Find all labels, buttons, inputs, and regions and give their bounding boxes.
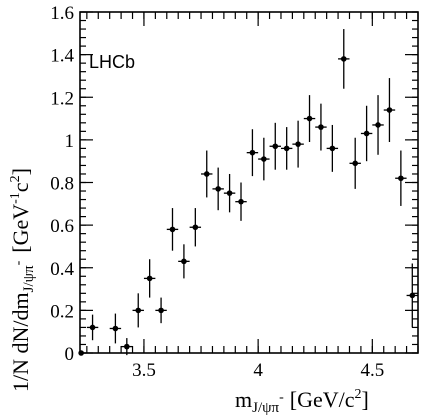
data-point [178, 244, 190, 279]
y-tick-label: 0.8 [50, 174, 74, 195]
data-point [109, 313, 122, 344]
x-axis-label-sup: - [279, 390, 284, 405]
y-tick-label: 1.4 [50, 46, 74, 67]
x-axis-label-main: m [235, 387, 252, 412]
y-tick-label: 0.2 [50, 301, 74, 322]
data-marker [375, 122, 381, 128]
y-axis-label-sup: - [11, 260, 26, 265]
data-marker [112, 325, 119, 332]
axis-ticks [80, 11, 419, 354]
data-point [292, 120, 304, 168]
data-point [86, 314, 99, 341]
y-axis-label-sub: J/ψπ [21, 265, 37, 292]
y-tick-label: 0.4 [50, 259, 74, 280]
data-marker [306, 115, 313, 122]
data-point [132, 293, 144, 328]
data-point [372, 95, 384, 155]
data-point [349, 137, 361, 189]
x-axis-label-units: [GeV/c [290, 387, 355, 412]
data-marker [238, 198, 244, 205]
x-tick-label: 4 [253, 360, 263, 381]
data-point [235, 182, 247, 221]
data-marker [89, 324, 96, 331]
data-marker [169, 226, 176, 233]
data-marker [261, 156, 267, 162]
plot-area [78, 11, 419, 356]
y-tick-label: 1.6 [50, 3, 74, 24]
data-point [223, 173, 236, 213]
data-marker [146, 275, 153, 282]
y-axis-label-units-mid: c [8, 182, 33, 192]
data-marker [192, 224, 199, 231]
data-marker [215, 186, 221, 192]
x-axis-label-sub: J/ψπ [252, 400, 279, 416]
data-point [246, 129, 259, 177]
data-marker [272, 143, 279, 150]
data-marker [203, 171, 210, 177]
data-point [406, 263, 418, 328]
data-marker [340, 56, 347, 62]
data-marker [226, 190, 233, 196]
data-marker [409, 292, 416, 299]
data-marker [352, 160, 358, 167]
data-marker [363, 130, 370, 137]
data-point [212, 167, 224, 211]
data-marker [295, 141, 301, 147]
data-point [121, 338, 133, 356]
data-marker [318, 124, 324, 130]
x-axis-label-units-close: ] [362, 387, 369, 412]
data-point [269, 122, 281, 170]
y-tick-label: 0.6 [50, 216, 74, 237]
data-marker [386, 107, 393, 113]
experiment-label: LHCb [89, 52, 135, 72]
data-point [383, 78, 396, 143]
y-axis-label-units-sup2: 2 [8, 175, 23, 182]
data-marker [249, 149, 256, 156]
y-tick-label: 1 [65, 131, 75, 152]
x-tick-label: 4.5 [360, 360, 384, 381]
data-point [258, 137, 270, 181]
x-axis-label: mJ/ψπ- [GeV/c2] [235, 387, 369, 416]
data-marker [124, 343, 130, 350]
data-point [360, 105, 373, 162]
data-point [326, 124, 339, 172]
data-point [143, 259, 156, 298]
y-axis-label: 1/N dN/dmJ/ψπ- [GeV-1c2] [8, 168, 37, 392]
data-point [78, 350, 84, 356]
data-marker [158, 307, 164, 314]
y-axis-label-main: 1/N dN/dm [8, 292, 33, 392]
data-point [315, 103, 327, 151]
tick-labels: 0 0.2 0.4 0.6 0.8 1 1.2 1.4 1.6 3.5 4 4.5 [50, 3, 384, 381]
y-axis-label-units-sup1: -1 [8, 192, 23, 204]
x-axis-label-units-sup: 2 [355, 387, 362, 402]
data-marker [78, 350, 84, 356]
data-point [189, 208, 202, 247]
data-marker [283, 145, 290, 152]
data-marker [181, 258, 187, 265]
data-marker [329, 145, 336, 152]
data-points [78, 29, 418, 356]
data-point [201, 150, 213, 198]
data-point [338, 29, 350, 89]
data-point [303, 95, 316, 143]
data-point [395, 150, 407, 206]
data-point [166, 208, 179, 251]
y-tick-label: 0 [65, 344, 75, 365]
y-axis-label-units: [GeV [8, 204, 33, 253]
data-point [155, 297, 167, 324]
x-tick-label: 3.5 [132, 360, 156, 381]
y-axis-label-units-close: ] [8, 168, 33, 175]
data-marker [135, 307, 142, 314]
data-marker [398, 175, 404, 182]
y-tick-label: 1.2 [50, 88, 74, 109]
data-point [280, 127, 293, 170]
